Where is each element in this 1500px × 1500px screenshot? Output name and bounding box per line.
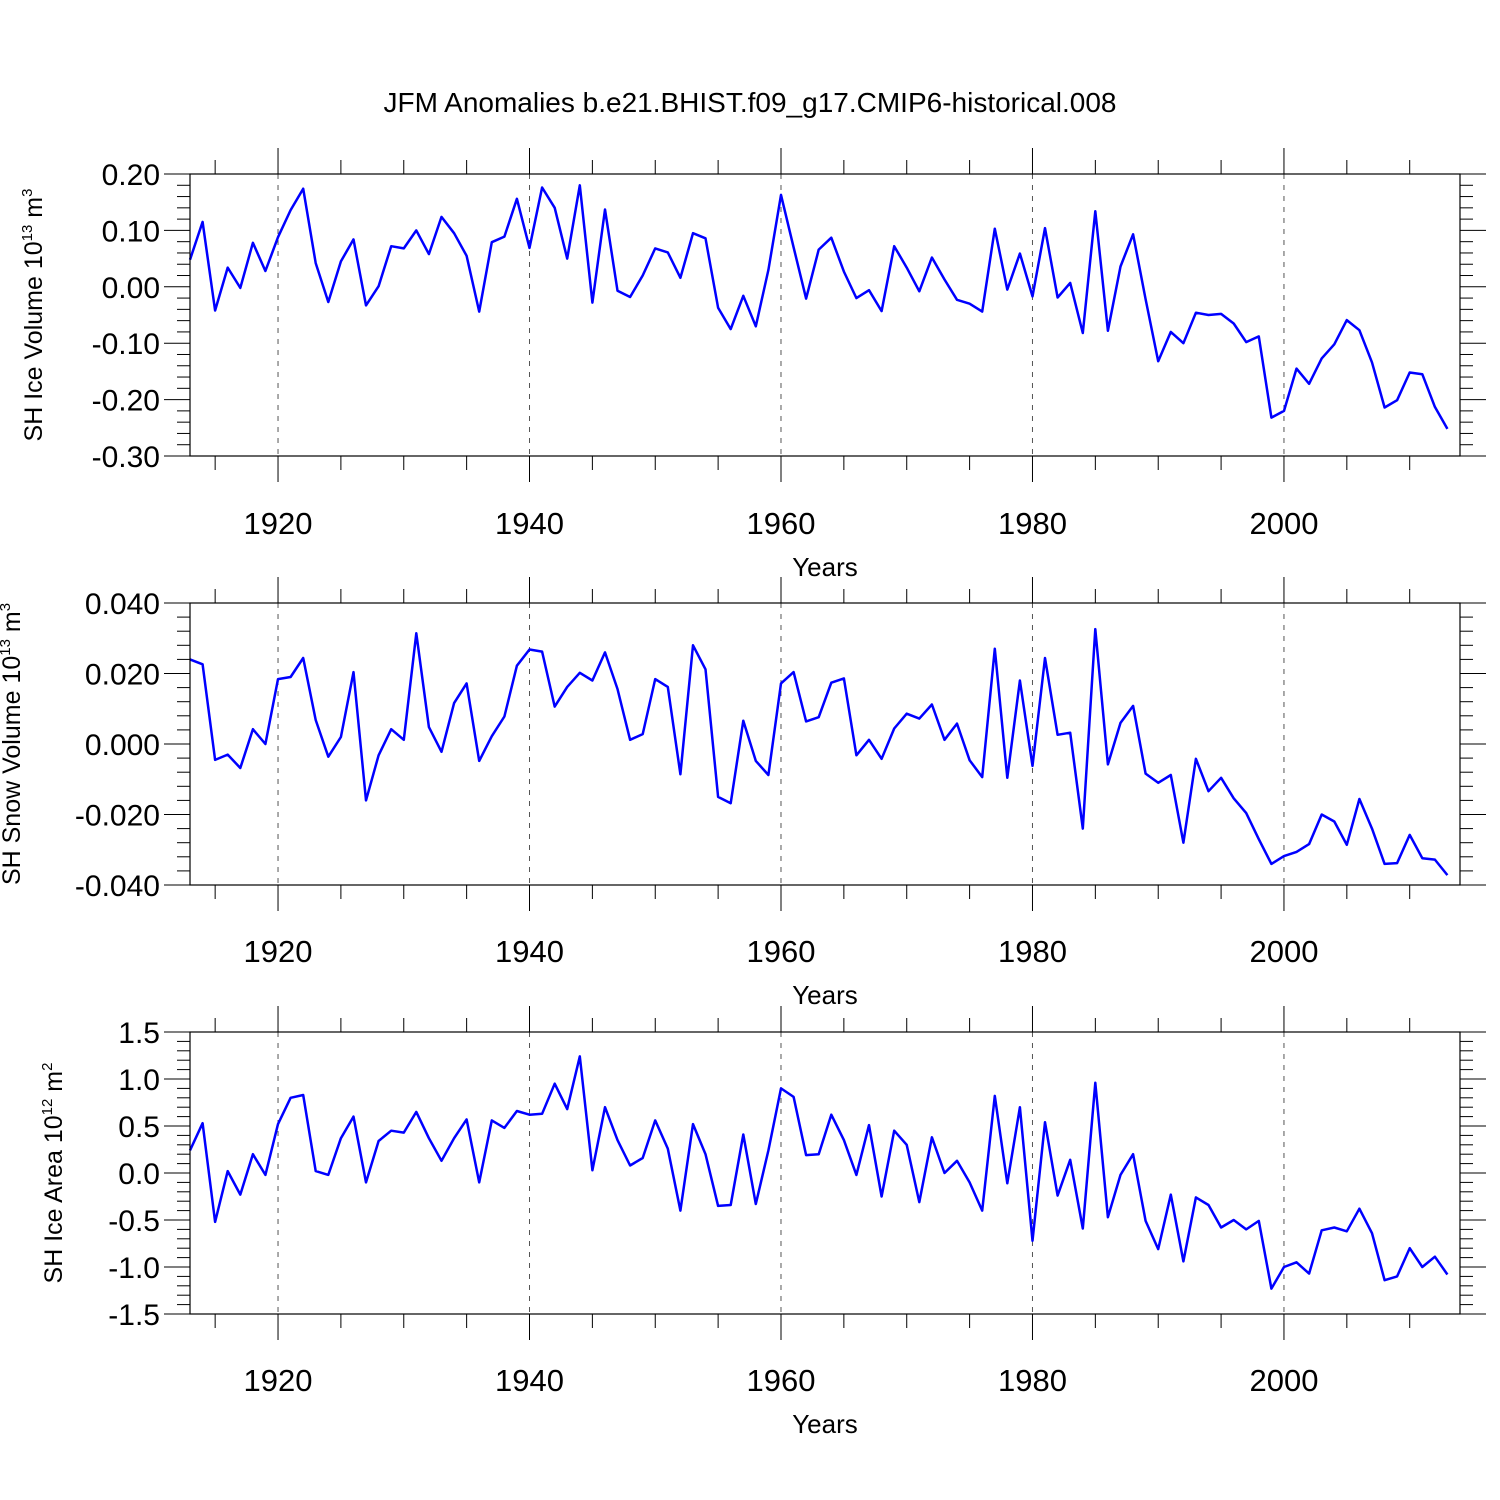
series-line <box>189 627 1449 876</box>
x-tick-label: 2000 <box>1249 506 1318 541</box>
x-tick-label: 2000 <box>1249 1363 1318 1398</box>
x-tick-label: 1980 <box>998 1363 1067 1398</box>
x-tick-label: 1960 <box>747 1363 816 1398</box>
y-tick-label: -0.5 <box>108 1205 160 1238</box>
y-tick-label: -0.30 <box>92 441 160 474</box>
plot-frame <box>189 1031 1461 1315</box>
panel-2: 0.040 0.020 0.000 -0.020 -0.040 1920 1940 1960 1… <box>0 577 1486 1010</box>
plot-frame <box>189 173 1461 457</box>
x-tick-label: 1940 <box>495 1363 564 1398</box>
x-tick-label: 1940 <box>495 506 564 541</box>
panel-3: 1.5 1.0 0.5 0.0 -0.5 -1.0 -1.5 1920 1940 1960 1980… <box>39 1006 1486 1439</box>
y-tick-label: -0.20 <box>92 385 160 418</box>
y-tick-label: 0.10 <box>102 215 160 248</box>
y-tick-label: 0.00 <box>102 272 160 305</box>
y-tick-label: -1.0 <box>108 1252 160 1285</box>
y-axis-label: SH Snow Volume 1013 m3 <box>0 603 26 885</box>
series-line <box>188 184 1449 430</box>
x-tick-label: 1920 <box>244 506 313 541</box>
x-axis-label: Years <box>792 980 858 1010</box>
figure-title: JFM Anomalies b.e21.BHIST.f09_g17.CMIP6-… <box>383 87 1116 118</box>
y-tick-label: 0.0 <box>118 1158 160 1191</box>
x-axis-label: Years <box>792 552 858 582</box>
y-tick-label: 0.040 <box>85 588 160 621</box>
x-tick-label: 1960 <box>747 506 816 541</box>
y-tick-label: -1.5 <box>108 1299 160 1332</box>
y-tick-label: -0.10 <box>92 328 160 361</box>
y-tick-label: 0.020 <box>85 659 160 692</box>
y-tick-label: -0.040 <box>75 870 160 903</box>
x-tick-label: 2000 <box>1249 934 1318 969</box>
x-tick-label: 1920 <box>244 934 313 969</box>
x-axis-label: Years <box>792 1409 858 1439</box>
series-line <box>188 1055 1449 1290</box>
y-tick-label: -0.020 <box>75 800 160 833</box>
y-tick-label: 0.20 <box>102 159 160 192</box>
y-tick-label: 1.5 <box>118 1017 160 1050</box>
y-tick-label: 0.000 <box>85 729 160 762</box>
y-axis-label: SH Ice Volume 1013 m3 <box>19 189 48 442</box>
panel-1: 0.20 0.10 0.00 -0.10 -0.20 -0.30 1920 1940 1960 1… <box>19 148 1486 582</box>
y-tick-label: 1.0 <box>118 1064 160 1097</box>
x-tick-label: 1940 <box>495 934 564 969</box>
x-tick-label: 1980 <box>998 934 1067 969</box>
x-tick-label: 1980 <box>998 506 1067 541</box>
y-tick-label: 0.5 <box>118 1111 160 1144</box>
plot-frame <box>189 602 1461 886</box>
x-tick-label: 1920 <box>244 1363 313 1398</box>
x-tick-label: 1960 <box>747 934 816 969</box>
y-axis-label: SH Ice Area 1012 m2 <box>39 1063 68 1284</box>
